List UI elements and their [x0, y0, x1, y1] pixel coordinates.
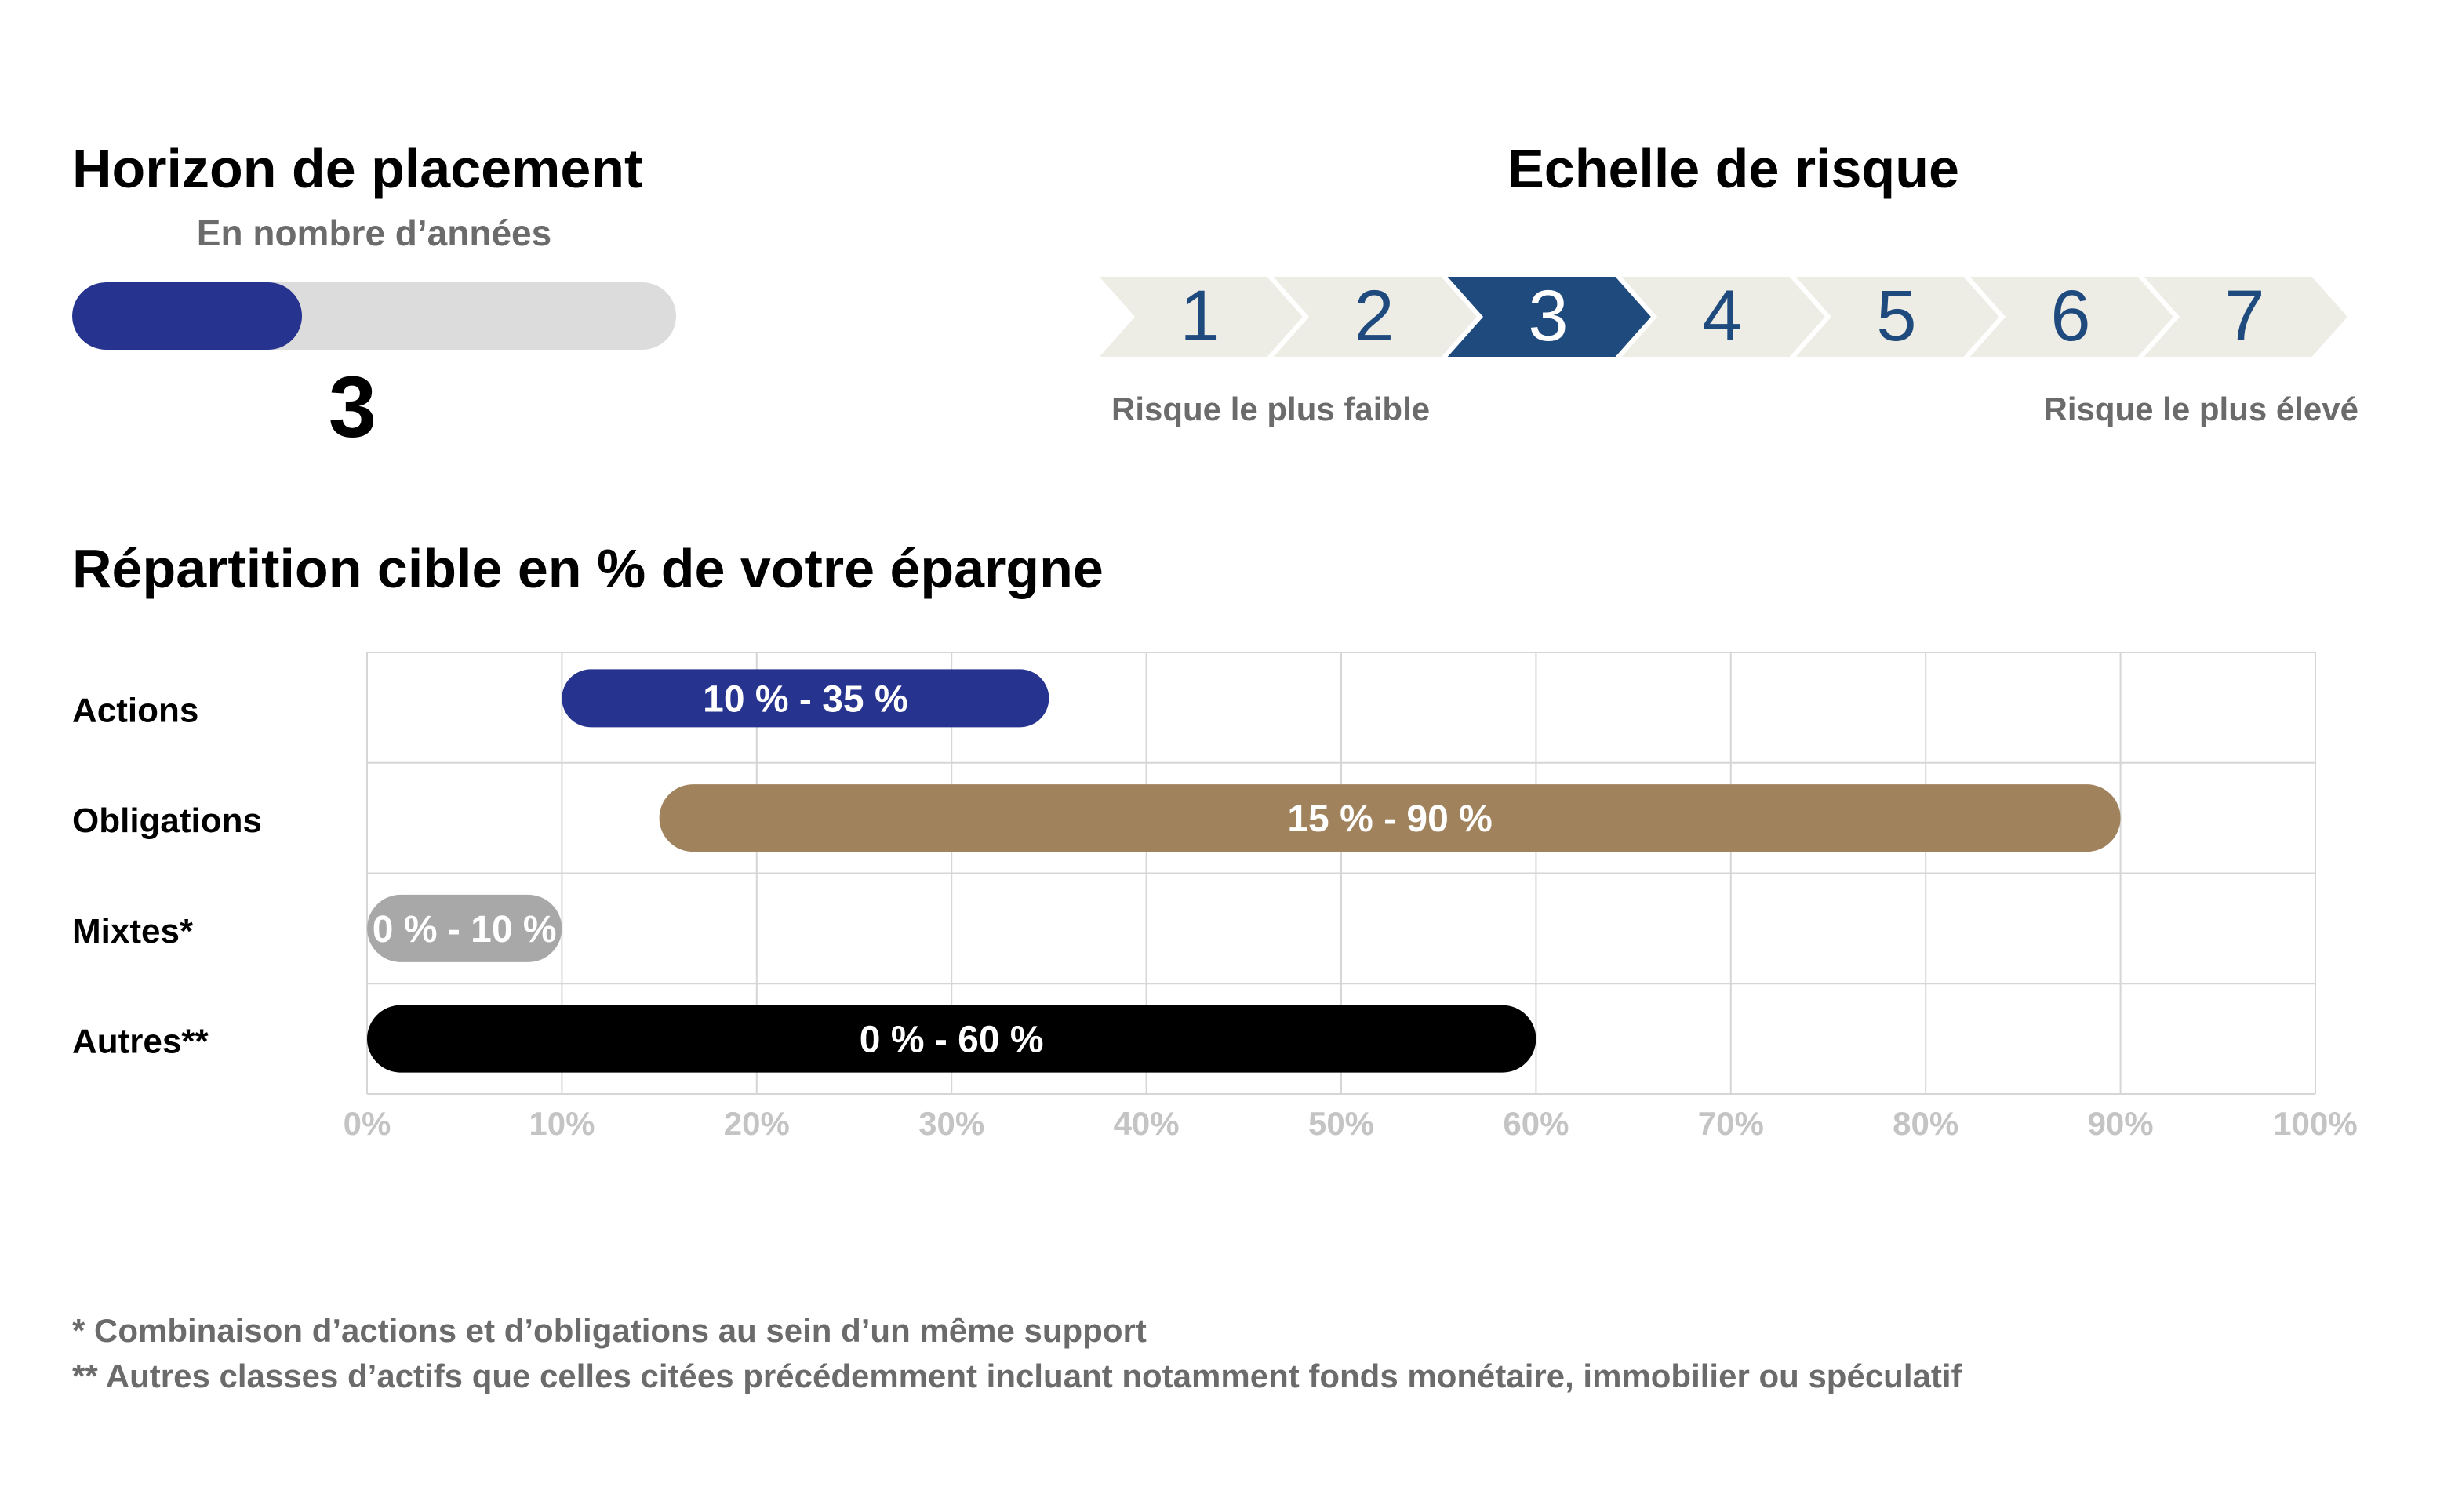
horizon-progress-track: [72, 282, 676, 350]
footnote-mixtes: * Combinaison d’actions et d’obligations…: [72, 1312, 1147, 1349]
x-tick-label: 60%: [1503, 1105, 1569, 1142]
category-label: Autres**: [72, 1023, 209, 1061]
footnote-autres: ** Autres classes d’actifs que celles ci…: [72, 1358, 1962, 1394]
range-bar: [367, 894, 562, 962]
risk-scale-section: Echelle de risque 1 2 3 4 5 6 7 Risque le plus…: [1094, 141, 2380, 439]
risk-level-number: 6: [2050, 276, 2090, 356]
x-tick-label: 0%: [344, 1105, 391, 1142]
risk-level-number: 5: [1876, 276, 1916, 356]
x-tick-label: 50%: [1308, 1105, 1374, 1142]
category-label: Obligations: [72, 801, 262, 840]
x-tick-label: 100%: [2273, 1105, 2357, 1142]
horizon-subtitle: En nombre d’années: [196, 213, 552, 253]
range-bar-label: 15 % - 90 %: [1287, 798, 1492, 840]
x-tick-label: 80%: [1893, 1105, 1958, 1142]
risk-level-4: 4: [1611, 274, 1832, 362]
x-tick-label: 40%: [1114, 1105, 1180, 1142]
risk-high-label: Risque le plus élevé: [2043, 391, 2358, 427]
allocation-title: Répartition cible en % de votre épargne: [72, 538, 1104, 599]
risk-level-number: 4: [1702, 276, 1742, 356]
risk-level-number: 2: [1354, 276, 1394, 356]
category-label: Actions: [72, 691, 198, 729]
x-tick-label: 20%: [724, 1105, 790, 1142]
horizon-section: Horizon de placement En nombre d’années …: [72, 138, 676, 451]
footnotes: * Combinaison d’actions et d’obligations…: [72, 1308, 1962, 1399]
risk-level-number: 7: [2224, 276, 2264, 356]
risk-level-1: 1: [1094, 274, 1310, 362]
range-bar-label: 10 % - 35 %: [703, 678, 907, 720]
range-bar-label: 0 % - 10 %: [373, 909, 557, 950]
allocation-chart: 0% 10% 20% 30% 40% 50% 60% 70% 80% 90% 100% Actions…: [72, 652, 2358, 1142]
risk-level-chevron: [2133, 274, 2355, 362]
category-label: Mixtes*: [72, 912, 194, 950]
horizon-progress-fill: [72, 282, 302, 350]
horizon-title: Horizon de placement: [72, 138, 643, 199]
risk-low-label: Risque le plus faible: [1111, 391, 1431, 427]
range-bar-label: 0 % - 60 %: [860, 1020, 1044, 1061]
x-tick-label: 70%: [1698, 1105, 1764, 1142]
horizon-value: 3: [328, 359, 377, 456]
range-bar: [367, 1005, 1536, 1073]
range-bar: [659, 784, 2121, 852]
risk-scale-steps: 1 2 3 4 5 6 7: [1094, 274, 2355, 362]
risk-level-number: 3: [1528, 276, 1568, 356]
x-tick-label: 10%: [529, 1105, 595, 1142]
risk-level-number: 1: [1180, 276, 1220, 356]
risk-scale-title: Echelle de risque: [1507, 138, 1959, 199]
x-tick-label: 30%: [918, 1105, 984, 1142]
range-bar: [562, 669, 1049, 728]
x-tick-label: 90%: [2088, 1105, 2154, 1142]
risk-level-7: 7: [2133, 274, 2355, 362]
